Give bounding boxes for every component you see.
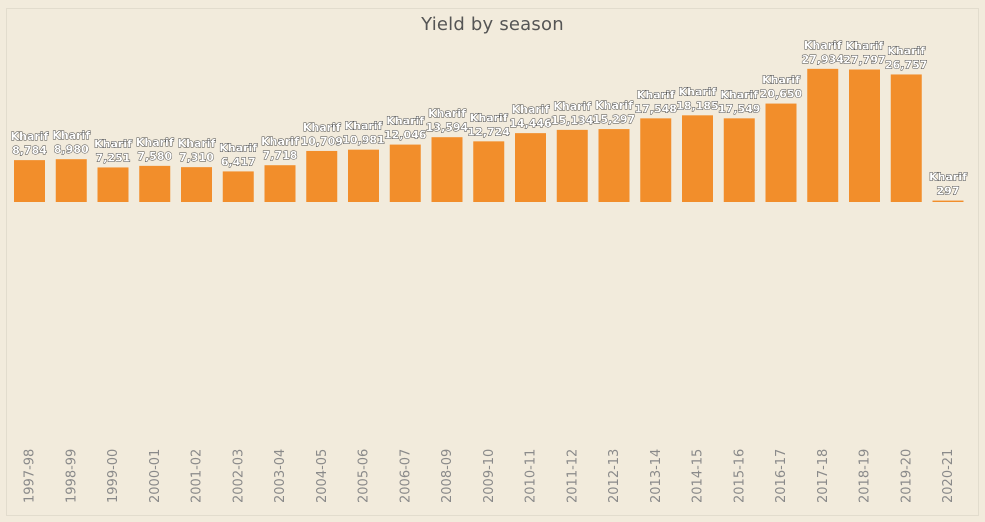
x-tick-label: 2000-01	[148, 449, 163, 503]
bar-series-label: Kharif	[804, 39, 842, 52]
x-tick-label: 2001-02	[190, 449, 205, 503]
bar-value-label: 7,310	[179, 151, 214, 164]
bar-value-label: 15,297	[593, 113, 635, 126]
bar-value-label: 26,757	[885, 58, 927, 71]
x-tick-label: 2011-12	[565, 449, 580, 503]
x-tick-label: 2005-06	[357, 449, 372, 503]
bar[interactable]	[431, 137, 463, 202]
bar-series-label: Kharif	[595, 99, 633, 112]
bar-series-label: Kharif	[470, 111, 508, 124]
x-tick-label: 2004-05	[315, 449, 330, 503]
bar[interactable]	[306, 150, 338, 202]
bar-value-label: 13,594	[426, 121, 469, 134]
bar-value-label: 12,046	[384, 129, 427, 142]
x-tick-label: 2013-14	[649, 449, 664, 503]
bar-series-label: Kharif	[553, 100, 591, 113]
bar[interactable]	[682, 115, 713, 202]
bar[interactable]	[473, 141, 505, 202]
bar-series-label: Kharif	[512, 103, 550, 116]
bar-value-label: 20,650	[760, 88, 803, 101]
bar[interactable]	[598, 129, 630, 202]
bar[interactable]	[139, 165, 171, 202]
x-tick-label: 2016-17	[774, 449, 789, 503]
bar[interactable]	[348, 149, 379, 202]
bar-value-label: 17,549	[718, 102, 760, 115]
bar[interactable]	[890, 74, 922, 202]
bar-value-label: 10,981	[342, 134, 384, 147]
bar-series-label: Kharif	[386, 115, 424, 128]
x-tick-label: 2012-13	[607, 449, 622, 503]
bar[interactable]	[807, 68, 839, 202]
bar-series-label: Kharif	[178, 137, 216, 150]
x-tick-label: 1997-98	[23, 449, 38, 503]
chart-frame	[6, 8, 979, 516]
bar-value-label: 18,185	[676, 99, 718, 112]
bar-series-label: Kharif	[261, 135, 299, 148]
bar-value-label: 12,724	[468, 125, 511, 138]
x-tick-label: 1998-99	[64, 449, 79, 503]
bar-series-label: Kharif	[345, 120, 383, 133]
bar-value-label: 14,446	[509, 117, 552, 130]
bar[interactable]	[849, 69, 880, 202]
x-tick-label: 2009-10	[482, 449, 497, 503]
bar[interactable]	[181, 167, 212, 202]
bar-series-label: Kharif	[637, 88, 675, 101]
bar[interactable]	[14, 160, 45, 202]
x-tick-label: 2017-18	[816, 449, 831, 503]
bar-series-label: Kharif	[762, 74, 800, 87]
bar-series-label: Kharif	[136, 136, 174, 149]
bar-value-label: 27,797	[843, 54, 885, 67]
bar-value-label: 7,718	[263, 149, 298, 162]
bar-series-label: Kharif	[219, 141, 257, 154]
bar-value-label: 8,980	[54, 143, 89, 156]
bar-series-label: Kharif	[846, 40, 884, 53]
x-tick-label: 2010-11	[524, 449, 539, 503]
bar-series-label: Kharif	[887, 44, 925, 57]
bar-series-label: Kharif	[720, 88, 758, 101]
bar-value-label: 7,251	[96, 151, 131, 164]
bar-value-label: 15,134	[551, 114, 594, 127]
bar[interactable]	[222, 171, 254, 202]
chart-title: Yield by season	[421, 14, 564, 35]
bar-series-label: Kharif	[303, 121, 341, 134]
x-tick-label: 2006-07	[398, 449, 413, 503]
x-tick-label: 1999-00	[106, 449, 121, 503]
x-tick-label: 2008-09	[440, 449, 455, 503]
x-tick-label: 2015-16	[732, 449, 747, 503]
bar[interactable]	[640, 118, 672, 202]
bar-value-label: 17,548	[635, 102, 677, 115]
bar-series-label: Kharif	[11, 130, 49, 143]
bar[interactable]	[97, 167, 129, 202]
x-tick-label: 2018-19	[858, 449, 873, 503]
bar-value-label: 7,580	[137, 150, 172, 163]
bar-series-label: Kharif	[52, 129, 90, 142]
bar-value-label: 10,709	[301, 135, 343, 148]
x-tick-label: 2014-15	[691, 449, 706, 503]
bar-value-label: 8,784	[12, 144, 47, 157]
x-tick-label: 2020-21	[941, 449, 956, 503]
bar[interactable]	[515, 133, 546, 202]
bar[interactable]	[723, 118, 755, 202]
bar[interactable]	[765, 103, 797, 202]
bar-series-label: Kharif	[679, 85, 717, 98]
bar-value-label: 6,417	[221, 155, 256, 168]
bar[interactable]	[55, 159, 87, 202]
bar[interactable]	[264, 165, 296, 202]
bar-value-label: 297	[937, 185, 960, 198]
bar-series-label: Kharif	[94, 137, 132, 150]
bar-value-label: 27,934	[802, 53, 845, 66]
bar[interactable]	[556, 129, 588, 202]
bar-series-label: Kharif	[428, 107, 466, 120]
bar-series-label: Kharif	[929, 171, 967, 184]
x-tick-label: 2003-04	[273, 449, 288, 503]
bar[interactable]	[389, 144, 421, 202]
x-tick-label: 2019-20	[899, 449, 914, 503]
bar[interactable]	[932, 200, 964, 202]
x-tick-label: 2002-03	[231, 449, 246, 503]
